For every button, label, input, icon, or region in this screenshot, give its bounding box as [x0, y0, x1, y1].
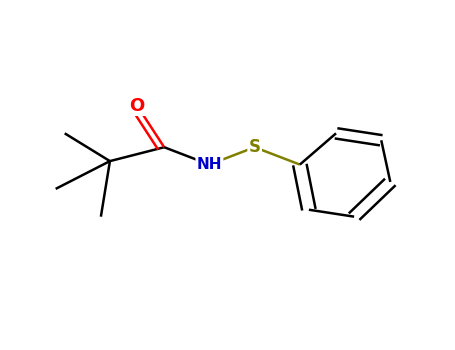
- Text: S: S: [248, 138, 261, 156]
- Text: NH: NH: [197, 157, 222, 172]
- Text: O: O: [129, 97, 145, 114]
